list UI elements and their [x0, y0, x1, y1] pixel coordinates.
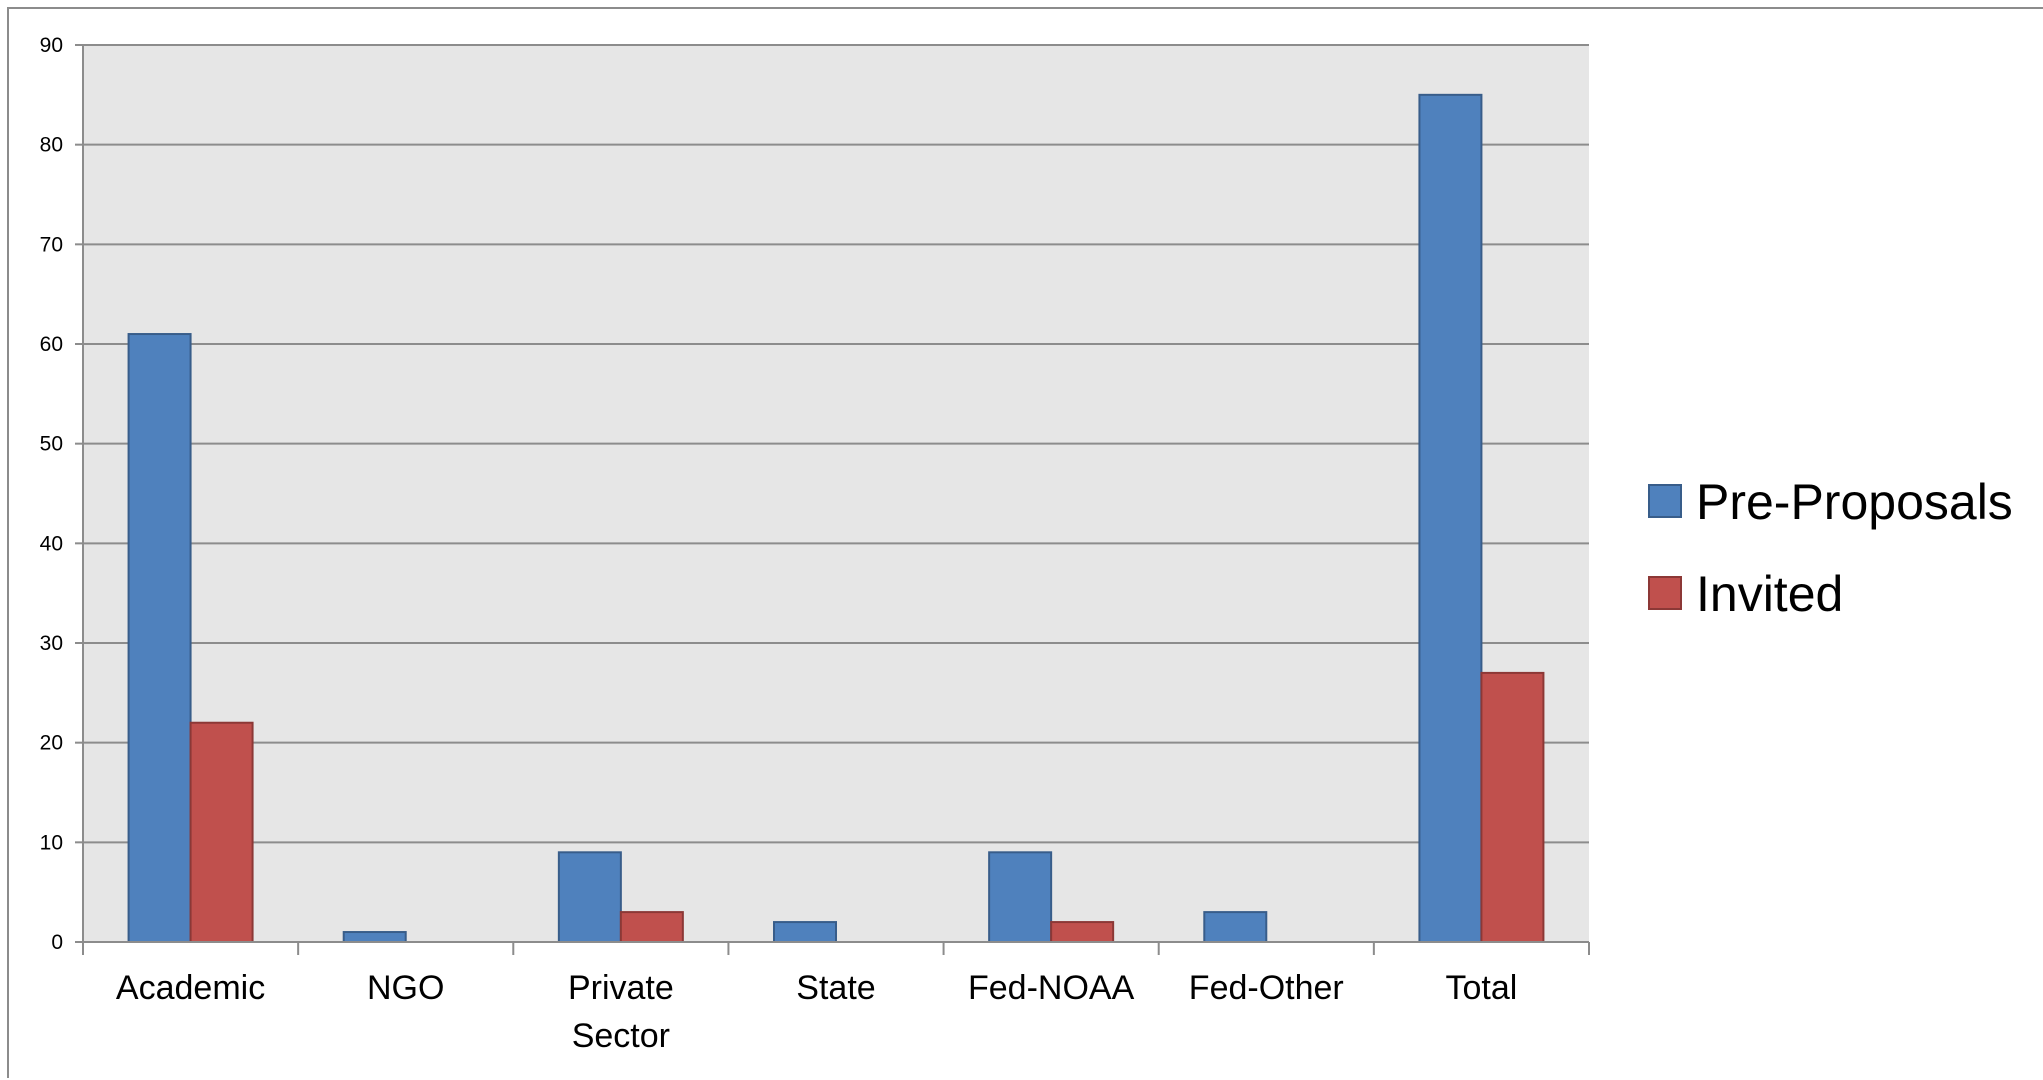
y-tick-label: 60: [40, 333, 63, 356]
x-category-label: Sector: [572, 1017, 670, 1055]
y-tick-label: 70: [40, 233, 63, 256]
y-tick-label: 0: [51, 931, 63, 954]
x-category-label: Fed-NOAA: [968, 969, 1135, 1007]
legend-label-pre-proposals: Pre-Proposals: [1696, 474, 2013, 530]
bars: [127, 93, 1545, 944]
plot-background: [83, 45, 1589, 942]
y-tick-label: 10: [40, 831, 63, 854]
x-category-label: NGO: [367, 969, 444, 1007]
bar-invited-2: [619, 911, 684, 943]
bar-pre-proposals-3: [773, 921, 837, 943]
y-tick-label: 50: [40, 433, 63, 456]
y-tick-label: 80: [40, 134, 63, 157]
x-category-label: Private: [568, 969, 674, 1007]
bar-pre-proposals-4: [988, 851, 1053, 943]
bar-pre-proposals-1: [342, 931, 407, 943]
axes: [82, 45, 1590, 955]
x-category-label: Academic: [116, 969, 265, 1007]
legend-swatch-pre-proposals: [1648, 484, 1682, 518]
bar-invited-0: [189, 721, 254, 943]
bar-pre-proposals-6: [1418, 93, 1483, 944]
x-category-label: State: [796, 969, 875, 1007]
x-axis-category-labels: Academic NGO Private Sector State Fed-NOAA Fed…: [116, 969, 1517, 1055]
bar-pre-proposals-0: [127, 333, 192, 943]
y-tick-label: 20: [40, 732, 63, 755]
bar-chart: 0 10 20 30 40 50 60 70 80 90 Academic NGO Private Se…: [40, 34, 2013, 1055]
y-tick-label: 90: [40, 34, 63, 57]
y-tick-label: 40: [40, 532, 63, 555]
y-axis-tick-labels: 0 10 20 30 40 50 60 70 80 90: [40, 34, 63, 954]
bar-pre-proposals-5: [1203, 911, 1268, 943]
bar-invited-6: [1480, 671, 1545, 944]
chart-frame: 0 10 20 30 40 50 60 70 80 90 Academic NGO Private Se…: [7, 7, 2043, 1078]
x-category-label: Total: [1446, 969, 1518, 1007]
plot-area: [83, 45, 1589, 942]
y-tick-label: 30: [40, 632, 63, 655]
x-category-label: Fed-Other: [1189, 969, 1344, 1007]
legend-swatch-invited: [1648, 576, 1682, 610]
legend: Pre-Proposals Invited: [1648, 474, 2013, 622]
legend-label-invited: Invited: [1696, 566, 1843, 622]
gridlines: [75, 44, 1589, 943]
bar-pre-proposals-2: [557, 851, 622, 943]
bar-invited-4: [1050, 921, 1115, 943]
